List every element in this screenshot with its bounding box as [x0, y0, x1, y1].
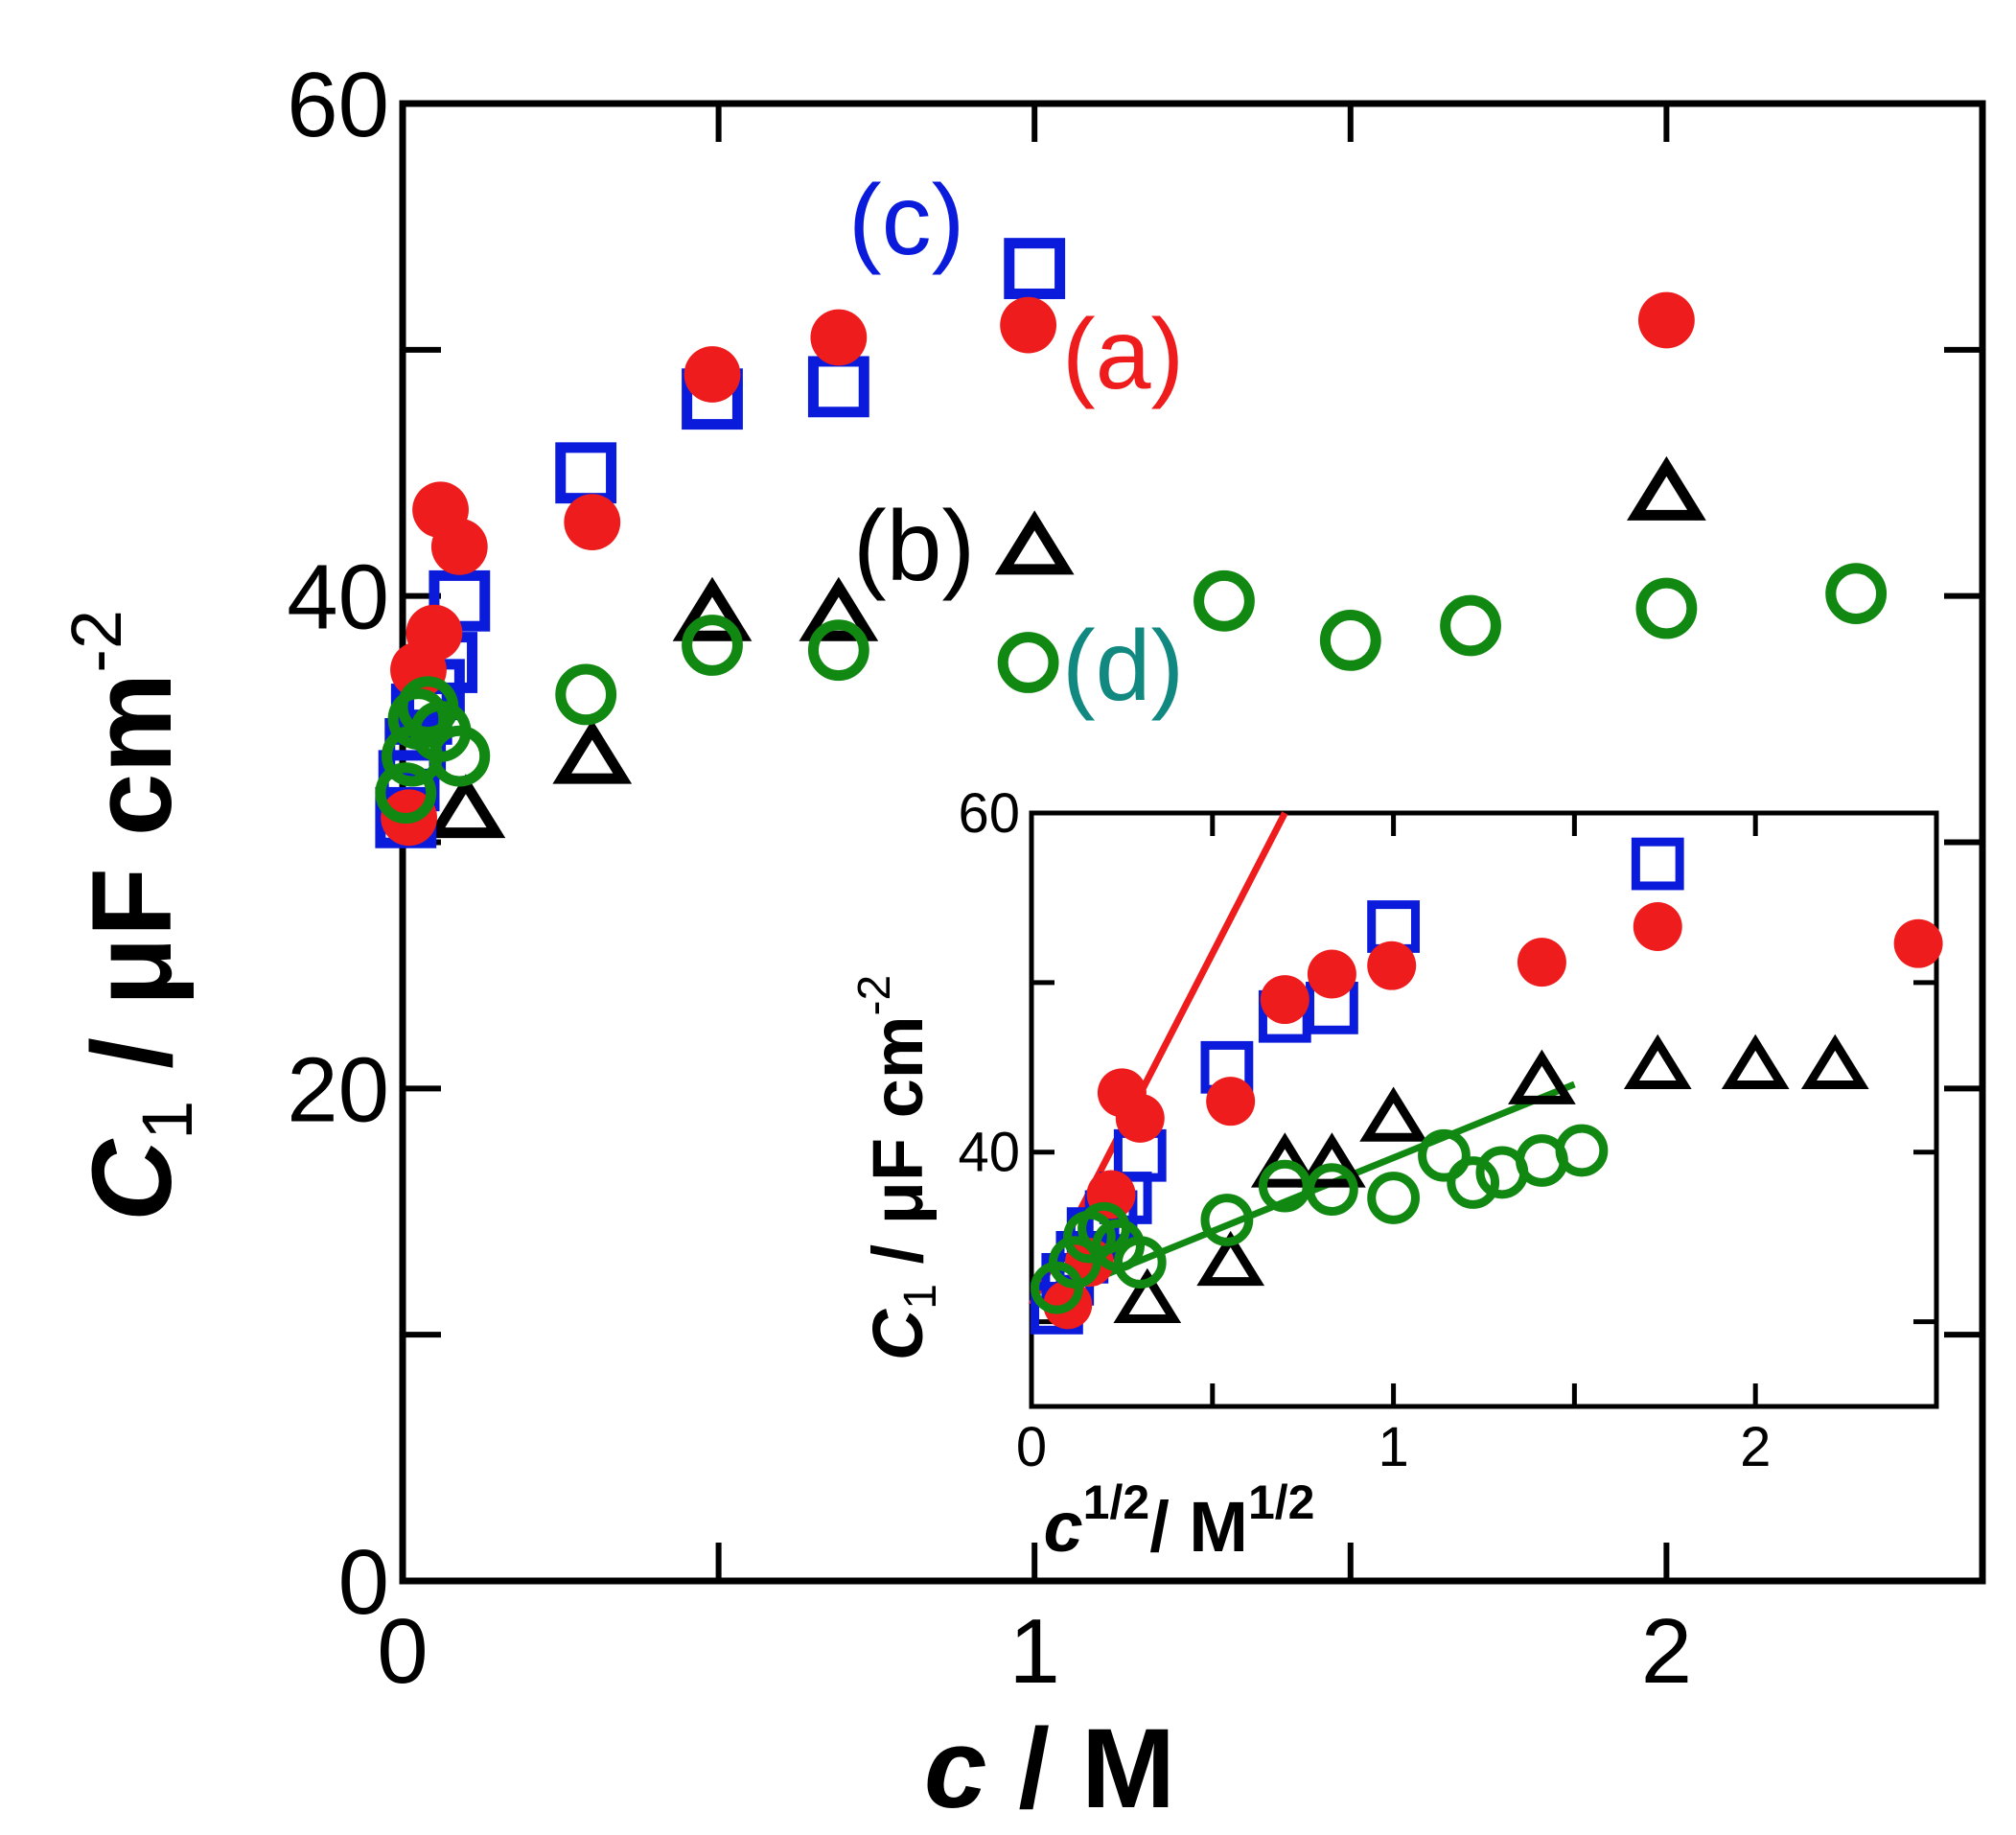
main-series-d-point-7	[682, 615, 743, 676]
main-y-axis-sub: 1	[127, 1101, 207, 1140]
inset-series-a-point-11	[1893, 918, 1943, 968]
inset-series-a-point-6	[1260, 975, 1309, 1025]
inset-plot: 0 1 2 40 60	[958, 782, 1943, 1478]
main-series-b-point-2	[672, 576, 753, 641]
main-y-axis-sup: -2	[57, 610, 136, 673]
series-label-b: (b)	[853, 491, 975, 602]
main-series-b-point-0	[426, 774, 506, 839]
inset-series-b-point-0	[1113, 1267, 1182, 1324]
inset-series-d-point-10	[1418, 1128, 1471, 1182]
main-series-d-point-13	[1635, 577, 1698, 639]
main-series-a-point-7	[810, 309, 868, 366]
inset-series-d-point-1	[1048, 1236, 1101, 1289]
inset-series-c-point-11	[1631, 837, 1684, 891]
main-series-d-point-5	[429, 725, 491, 787]
series-label-c: (c)	[848, 165, 964, 276]
main-series-d-point-11	[1319, 609, 1381, 671]
inset-x-axis-title: c1/2/ M1/2	[1044, 1475, 1315, 1567]
main-series-a-point-9	[1638, 291, 1695, 349]
inset-y-tick-label-0: 40	[958, 1122, 1020, 1184]
inset-series-d-point-6	[1200, 1194, 1254, 1246]
main-series-c-point-7	[555, 442, 617, 504]
inset-plot-frame	[1029, 810, 1939, 1409]
main-series-d-point-14	[1825, 563, 1888, 624]
main-y-tick-label-3: 60	[287, 54, 389, 156]
inset-series-b-point-4	[1359, 1086, 1427, 1142]
main-series-a-point-2	[406, 604, 463, 662]
inset-series-b-point-6	[1623, 1034, 1692, 1089]
main-y-axis-unit: / μF cm	[69, 673, 196, 1101]
main-y-axis-title: C1 / μF cm-2	[57, 610, 207, 1221]
inset-x-axis-sup: 1/2	[1083, 1475, 1150, 1529]
main-series-b-point-4	[994, 510, 1075, 575]
main-x-tick-label-2: 2	[1641, 1600, 1692, 1703]
main-series-b-point-5	[1627, 455, 1706, 521]
inset-series-b-point-8	[1800, 1034, 1869, 1089]
inset-series-d-point-11	[1447, 1156, 1500, 1209]
inset-y-axis-sup: -2	[849, 975, 900, 1016]
inset-series-a-point-9	[1517, 938, 1566, 987]
main-series-d-point-8	[807, 619, 869, 682]
inset-x-axis-var: c	[1044, 1487, 1083, 1567]
inset-series-a-point-4	[1115, 1093, 1165, 1143]
main-series-a-point-6	[684, 346, 741, 403]
inset-series-b-point-2	[1250, 1132, 1319, 1188]
inset-x-tick-label-0: 0	[1016, 1416, 1047, 1478]
main-series-b-point-1	[552, 719, 633, 784]
inset-series-b-point-5	[1508, 1049, 1576, 1104]
inset-x-tick-label-2: 2	[1740, 1416, 1771, 1478]
inset-y-tick-label-1: 60	[958, 782, 1020, 845]
main-x-axis-title: c / M	[924, 1706, 1175, 1832]
inset-series-a-point-7	[1307, 949, 1356, 999]
main-series-d-point-6	[555, 663, 617, 726]
main-series-a-point-5	[564, 494, 621, 551]
inset-y-axis-sub: 1	[895, 1284, 946, 1310]
main-x-tick-label-1: 1	[1009, 1600, 1060, 1703]
inset-series-d-point-14	[1555, 1124, 1609, 1177]
series-label-d: (d)	[1062, 611, 1184, 722]
inset-series-a-point-5	[1206, 1077, 1256, 1127]
main-y-tick-label-0: 0	[338, 1531, 389, 1634]
main-series-c-point-9	[807, 356, 869, 418]
inset-series-d-point-5	[1113, 1236, 1167, 1289]
main-series-d-point-12	[1440, 594, 1501, 657]
main-series-d-point-9	[997, 632, 1059, 693]
main-y-axis-var: C	[69, 1138, 196, 1221]
inset-x-axis-unit: / M	[1149, 1487, 1248, 1567]
inset-y-axis-title: C1 / μF cm-2	[849, 975, 946, 1361]
inset-series-b-point-7	[1721, 1034, 1790, 1089]
main-series-a-point-4	[430, 518, 488, 575]
main-series-d-point-10	[1193, 569, 1255, 632]
main-y-tick-label-2: 40	[287, 546, 389, 649]
inset-series-b-point-3	[1298, 1132, 1366, 1188]
main-series-c-point-10	[1004, 238, 1066, 299]
inset-series-d-point-9	[1367, 1172, 1420, 1224]
inset-series-b-point-1	[1196, 1230, 1265, 1287]
main-series-b-point-3	[799, 576, 879, 641]
main-x-tick-label-0: 0	[377, 1600, 428, 1703]
inset-x-tick-label-1: 1	[1378, 1416, 1408, 1478]
series-label-a: (a)	[1062, 299, 1184, 410]
main-x-axis-unit: / M	[986, 1706, 1175, 1832]
inset-y-axis-var: C	[858, 1308, 938, 1360]
inset-y-axis-unit: / μF cm	[858, 1015, 938, 1284]
inset-series-d-point-8	[1306, 1163, 1358, 1217]
main-y-tick-label-1: 20	[287, 1038, 389, 1141]
inset-series-a-point-8	[1367, 941, 1417, 990]
main-series-a-point-8	[1000, 296, 1057, 354]
inset-x-axis-unit-sup: 1/2	[1248, 1475, 1315, 1529]
main-x-axis-var: c	[924, 1706, 987, 1832]
inset-series-a-point-10	[1633, 902, 1682, 951]
main-series-d-point-0	[375, 762, 437, 825]
